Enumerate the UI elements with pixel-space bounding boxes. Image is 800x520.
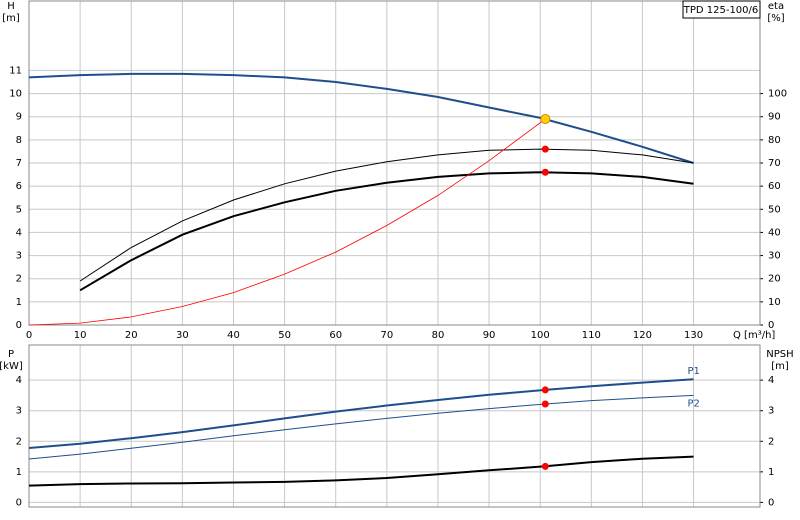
x-tick-label: 110 <box>582 330 601 341</box>
y-tick-label: 2 <box>16 274 22 285</box>
x-tick-label: 80 <box>432 330 445 341</box>
series-line <box>28 378 694 449</box>
series-label: P1 <box>688 366 700 377</box>
y-tick-label: 7 <box>16 158 22 169</box>
y2-tick-label: 0 <box>768 497 774 508</box>
operating-point <box>541 168 549 176</box>
y2-tick-label: 70 <box>768 158 781 169</box>
y-tick-label: 0 <box>16 497 22 508</box>
y-tick-label: 4 <box>16 227 22 238</box>
y-tick-label: 8 <box>16 135 22 146</box>
series-line <box>79 148 694 282</box>
y2-axis-unit: [m] <box>771 361 789 372</box>
y2-axis-label: NPSH <box>766 349 793 360</box>
y2-axis-label: eta <box>768 1 784 12</box>
y-tick-label: 9 <box>16 112 22 123</box>
x-tick-label: 60 <box>329 330 342 341</box>
y2-tick-label: 0 <box>768 320 774 331</box>
y-tick-label: 1 <box>16 297 22 308</box>
x-tick-label: 120 <box>633 330 652 341</box>
operating-point <box>541 386 549 394</box>
series-line <box>28 72 694 164</box>
y-tick-label: 10 <box>9 89 22 100</box>
y-tick-label: 3 <box>16 406 22 417</box>
y-axis-unit: [kW] <box>0 361 23 372</box>
y2-tick-label: 3 <box>768 406 774 417</box>
y2-tick-label: 40 <box>768 227 781 238</box>
y2-tick-label: 50 <box>768 204 781 215</box>
y-tick-label: 4 <box>16 375 22 386</box>
x-tick-label: 20 <box>125 330 138 341</box>
y2-tick-label: 90 <box>768 112 781 123</box>
y-tick-label: 1 <box>16 467 22 478</box>
chart-title: TPD 125-100/6 <box>683 5 759 16</box>
y2-tick-label: 2 <box>768 436 774 447</box>
y2-tick-label: 1 <box>768 467 774 478</box>
x-tick-label: 90 <box>483 330 496 341</box>
x-tick-label: 100 <box>531 330 550 341</box>
y-tick-label: 3 <box>16 251 22 262</box>
series-line <box>28 118 546 326</box>
y2-tick-label: 10 <box>768 297 781 308</box>
operating-point <box>540 114 551 125</box>
series-line <box>28 394 694 460</box>
series-label: P2 <box>688 398 700 409</box>
y2-tick-label: 60 <box>768 181 781 192</box>
y-axis-label: P <box>8 349 14 360</box>
x-tick-label: 130 <box>684 330 703 341</box>
y2-tick-label: 20 <box>768 274 781 285</box>
y-tick-label: 11 <box>9 65 22 76</box>
x-tick-label: 70 <box>380 330 393 341</box>
y-tick-label: 2 <box>16 436 22 447</box>
x-tick-label: 0 <box>26 330 32 341</box>
y2-tick-label: 80 <box>768 135 781 146</box>
series-line <box>79 171 694 292</box>
x-tick-label: 50 <box>278 330 291 341</box>
title-box <box>682 0 761 19</box>
y2-tick-label: 30 <box>768 251 781 262</box>
y2-tick-label: 100 <box>768 89 787 100</box>
x-tick-label: 30 <box>176 330 189 341</box>
y-axis-unit: [m] <box>2 13 20 24</box>
operating-point <box>541 145 549 153</box>
y2-tick-label: 4 <box>768 375 774 386</box>
plot-frame <box>28 344 761 508</box>
x-axis-label: Q [m³/h] <box>733 330 775 341</box>
y-tick-label: 6 <box>16 181 22 192</box>
y-axis-label: H <box>7 1 15 12</box>
y-tick-label: 0 <box>16 320 22 331</box>
x-tick-label: 40 <box>227 330 240 341</box>
operating-point <box>541 400 549 408</box>
y2-axis-unit: [%] <box>767 13 784 24</box>
x-tick-label: 10 <box>74 330 87 341</box>
operating-point <box>541 462 549 470</box>
plot-frame <box>28 0 761 326</box>
y-tick-label: 5 <box>16 204 22 215</box>
series-line <box>28 455 694 487</box>
